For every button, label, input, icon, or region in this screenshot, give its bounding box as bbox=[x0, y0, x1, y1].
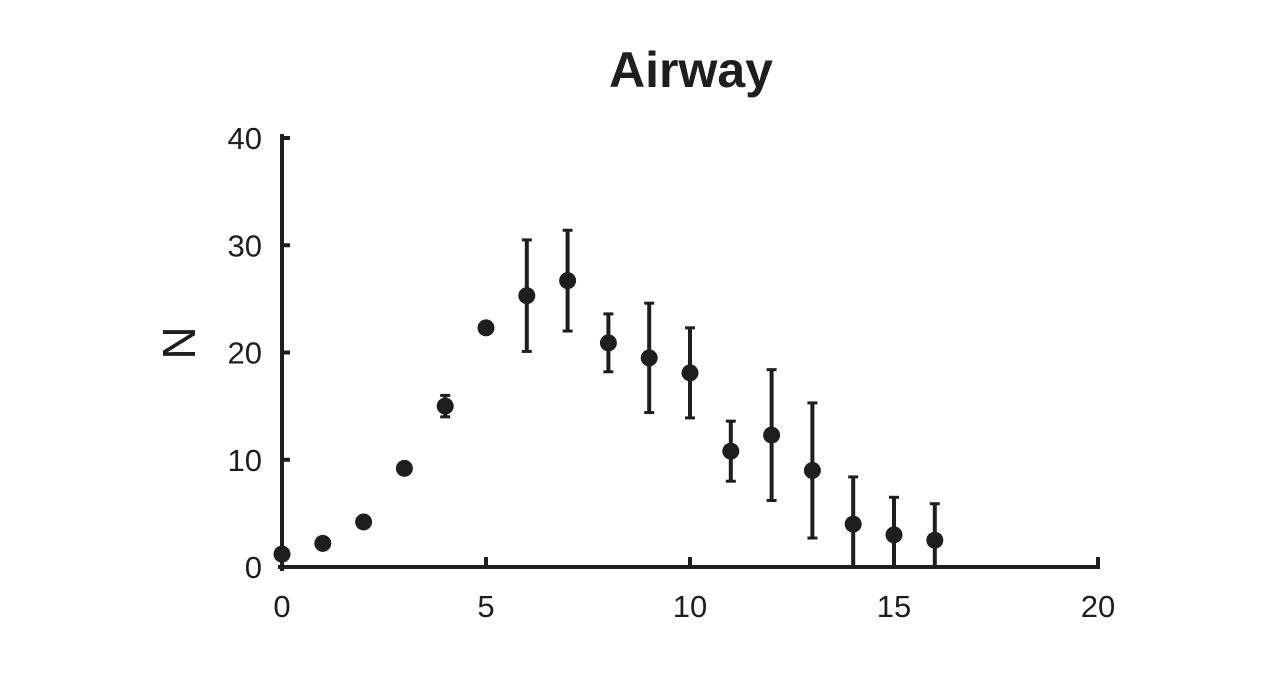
data-point bbox=[436, 397, 454, 415]
x-tick-label: 20 bbox=[1081, 589, 1115, 624]
data-point bbox=[518, 287, 536, 305]
data-point bbox=[885, 526, 903, 544]
data-marks bbox=[273, 228, 944, 567]
y-tick-label: 30 bbox=[228, 228, 262, 263]
data-point bbox=[395, 459, 413, 477]
data-point bbox=[314, 534, 332, 552]
data-point bbox=[926, 531, 944, 549]
x-tick-label: 5 bbox=[477, 589, 494, 624]
x-tick-label: 10 bbox=[673, 589, 707, 624]
y-tick-label: 10 bbox=[228, 443, 262, 478]
data-point bbox=[722, 442, 740, 460]
y-tick-label: 40 bbox=[228, 121, 262, 156]
y-tick-label: 20 bbox=[228, 336, 262, 371]
ticks: 0 10 20 30 40 0 5 10 15 20 bbox=[228, 121, 1116, 624]
data-point bbox=[477, 319, 495, 337]
x-tick-label: 15 bbox=[877, 589, 911, 624]
data-point bbox=[844, 515, 862, 533]
x-tick-label: 0 bbox=[273, 589, 290, 624]
y-tick-label: 0 bbox=[245, 550, 262, 585]
data-point bbox=[640, 349, 658, 367]
data-point bbox=[803, 461, 821, 479]
y-axis-label: N bbox=[153, 326, 205, 359]
data-point bbox=[273, 545, 291, 563]
data-point bbox=[355, 513, 373, 531]
data-point bbox=[559, 272, 577, 290]
data-point bbox=[763, 426, 781, 444]
chart-title: Airway bbox=[609, 42, 773, 98]
data-point bbox=[681, 364, 699, 382]
data-point bbox=[599, 334, 617, 352]
